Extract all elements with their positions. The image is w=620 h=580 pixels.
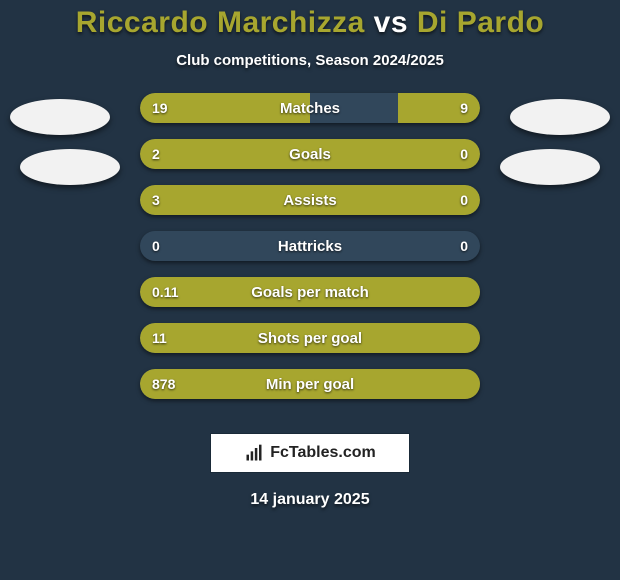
stat-value-right: 0 <box>448 231 480 261</box>
player2-name: Di Pardo <box>417 6 544 39</box>
stat-value-left: 3 <box>140 185 172 215</box>
brand-badge: FcTables.com <box>210 433 410 473</box>
player1-name: Riccardo Marchizza <box>76 6 365 39</box>
stat-row: 11Shots per goal <box>140 323 480 353</box>
player1-photo-placeholder-2 <box>20 149 120 185</box>
stat-row: 199Matches <box>140 93 480 123</box>
stat-fill-left <box>140 139 405 169</box>
stat-value-right: 0 <box>448 139 480 169</box>
brand-text: FcTables.com <box>270 444 376 462</box>
stat-label: Hattricks <box>140 231 480 261</box>
stat-value-left: 878 <box>140 369 187 399</box>
comparison-area: 199Matches20Goals30Assists00Hattricks0.1… <box>0 93 620 413</box>
stat-row: 878Min per goal <box>140 369 480 399</box>
stat-fill-left <box>140 277 480 307</box>
stat-value-right: 9 <box>448 93 480 123</box>
stat-bars: 199Matches20Goals30Assists00Hattricks0.1… <box>140 93 480 415</box>
vs-label: vs <box>374 6 408 39</box>
player2-photo-placeholder-2 <box>500 149 600 185</box>
stat-row: 20Goals <box>140 139 480 169</box>
stat-value-left: 11 <box>140 323 179 353</box>
stat-fill-left <box>140 369 480 399</box>
stat-value-left: 19 <box>140 93 180 123</box>
stat-value-right: 0 <box>448 185 480 215</box>
page-title: Riccardo Marchizza vs Di Pardo <box>0 0 620 40</box>
stat-value-left: 2 <box>140 139 172 169</box>
stat-value-left: 0.11 <box>140 277 190 307</box>
player1-photo-placeholder <box>10 99 110 135</box>
stat-value-left: 0 <box>140 231 172 261</box>
date-label: 14 january 2025 <box>0 491 620 509</box>
subtitle: Club competitions, Season 2024/2025 <box>0 52 620 69</box>
stat-row: 0 0Hattricks <box>140 231 480 261</box>
player2-photo-placeholder <box>510 99 610 135</box>
stat-fill-left <box>140 323 480 353</box>
stat-row: 30Assists <box>140 185 480 215</box>
stat-fill-left <box>140 185 405 215</box>
stat-row: 0.11Goals per match <box>140 277 480 307</box>
chart-icon <box>244 443 264 463</box>
